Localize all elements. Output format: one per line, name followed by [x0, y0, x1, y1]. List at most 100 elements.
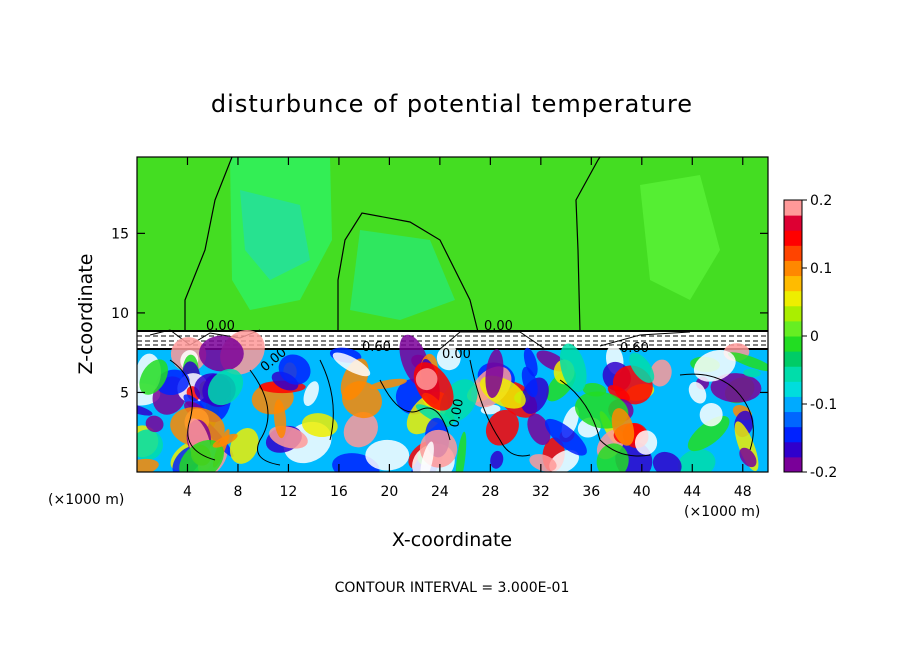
turbulence-blob: [436, 346, 461, 371]
turbulence-blob: [365, 439, 410, 471]
turbulence-blob: [207, 368, 244, 406]
colorbar-swatch: [784, 200, 802, 216]
turbulence-blob: [139, 359, 169, 395]
turbulence-blob: [611, 408, 635, 446]
colorbar-swatch: [784, 336, 802, 352]
turbulence-blob: [455, 431, 467, 472]
colorbar-swatch: [784, 245, 802, 261]
colorbar-swatch: [784, 456, 802, 473]
colorbar-tick-label: 0.1: [810, 261, 832, 277]
lower-contours: [169, 359, 754, 466]
turbulence-blob: [743, 368, 761, 378]
upper-field-teal-region: [640, 175, 720, 300]
contour-label: 0.00: [484, 319, 513, 334]
y-tick-label: 10: [111, 306, 129, 322]
contour-label: 0.00: [447, 398, 467, 429]
x-tick-label: 44: [683, 484, 701, 500]
turbulence-blob: [650, 359, 672, 387]
turbulence-blob: [544, 418, 587, 456]
turbulence-blob: [145, 415, 164, 433]
turbulence-blob: [415, 404, 454, 427]
x-axis-unit-right: (×1000 m): [684, 504, 760, 520]
turbulence-blob: [677, 449, 716, 472]
x-tick-label: 8: [233, 484, 242, 500]
colorbar-tick-label: 0: [810, 329, 819, 345]
turbulence-blob: [688, 381, 707, 404]
x-tick-label: 12: [280, 484, 298, 500]
turbulence-blob: [549, 449, 579, 472]
contour-label: 0.60: [620, 341, 649, 356]
turbulence-blob: [341, 381, 382, 419]
colorbar-swatch: [784, 230, 802, 246]
turbulence-blob: [523, 347, 538, 377]
turbulence-blob: [301, 413, 338, 438]
turbulence-blob: [278, 354, 311, 385]
y-axis-label: Z-coordinate: [75, 254, 97, 375]
turbulence-blob: [490, 450, 504, 469]
turbulence-blob: [179, 439, 224, 472]
x-tick-label: 40: [633, 484, 651, 500]
upper-field-teal-region: [350, 230, 455, 320]
x-axis-label: X-coordinate: [392, 529, 512, 551]
colorbar-tick-label: -0.2: [810, 465, 837, 481]
colorbar-swatch: [784, 396, 802, 413]
chart-title: disturbunce of potential temperature: [211, 90, 693, 118]
colorbar-swatch: [784, 381, 802, 397]
x-tick-label: 28: [481, 484, 499, 500]
contour-label: 0.60: [362, 340, 391, 355]
x-tick-label: 48: [734, 484, 752, 500]
turbulence-blob: [303, 381, 319, 407]
turbulence-blob: [485, 409, 519, 446]
colorbar-swatch: [784, 441, 802, 458]
x-axis: 4 8 12 16 20 24 28 32 36 40 44 48: [183, 157, 752, 500]
y-axis: 5 10 15: [111, 226, 768, 401]
colorbar-swatch: [784, 366, 802, 382]
turbulence-blob: [739, 447, 757, 468]
x-tick-label: 36: [582, 484, 600, 500]
turbulence-blob: [529, 454, 557, 472]
x-tick-label: 32: [532, 484, 550, 500]
plot-frame: [136, 156, 769, 473]
turbulence-blob: [527, 413, 551, 446]
colorbar-swatch: [784, 411, 802, 428]
turbulence-blob: [198, 335, 244, 372]
colorbar-ticks: 0.2 0.1 0 -0.1 -0.2: [802, 193, 837, 481]
colorbar-swatch: [784, 305, 802, 322]
colorbar: [783, 199, 803, 473]
turbulence-blob: [521, 366, 538, 398]
contour-interval-note: CONTOUR INTERVAL = 3.000E-01: [335, 580, 570, 596]
turbulence-blob: [693, 350, 736, 382]
x-axis-unit-left: (×1000 m): [48, 492, 124, 508]
turbulence-blob: [273, 399, 287, 439]
colorbar-swatch: [784, 320, 802, 337]
turbulence-blob: [699, 402, 723, 427]
colorbar-swatch: [784, 351, 802, 367]
turbulence-blob: [343, 411, 378, 448]
turbulence-blob: [596, 443, 629, 472]
turbulence-blob: [634, 430, 658, 455]
y-tick-label: 15: [111, 226, 129, 242]
turbulence-blob: [137, 429, 163, 460]
turbulence-blob: [212, 433, 238, 448]
turbulence-blob: [687, 415, 730, 452]
turbulence-blob: [652, 451, 682, 472]
contour-label: 0.00: [206, 319, 235, 334]
upper-field-teal-region: [240, 190, 310, 280]
turbulence-blob: [629, 352, 655, 383]
colorbar-tick-label: 0.2: [810, 193, 832, 209]
x-tick-label: 4: [183, 484, 192, 500]
turbulence-blob: [485, 349, 504, 398]
turbulence-blob: [332, 352, 371, 377]
turbulence-blob: [607, 385, 630, 402]
colorbar-tick-label: -0.1: [810, 397, 837, 413]
turbulence-blob: [727, 352, 768, 372]
colorbar-swatch: [784, 215, 802, 231]
turbulence-blob: [369, 378, 407, 390]
y-tick-label: 5: [120, 385, 129, 401]
x-tick-label: 16: [330, 484, 348, 500]
colorbar-swatch: [784, 426, 802, 443]
turbulence-blob: [415, 368, 438, 391]
turbulence-blob: [559, 343, 587, 392]
colorbar-swatch: [784, 260, 802, 277]
